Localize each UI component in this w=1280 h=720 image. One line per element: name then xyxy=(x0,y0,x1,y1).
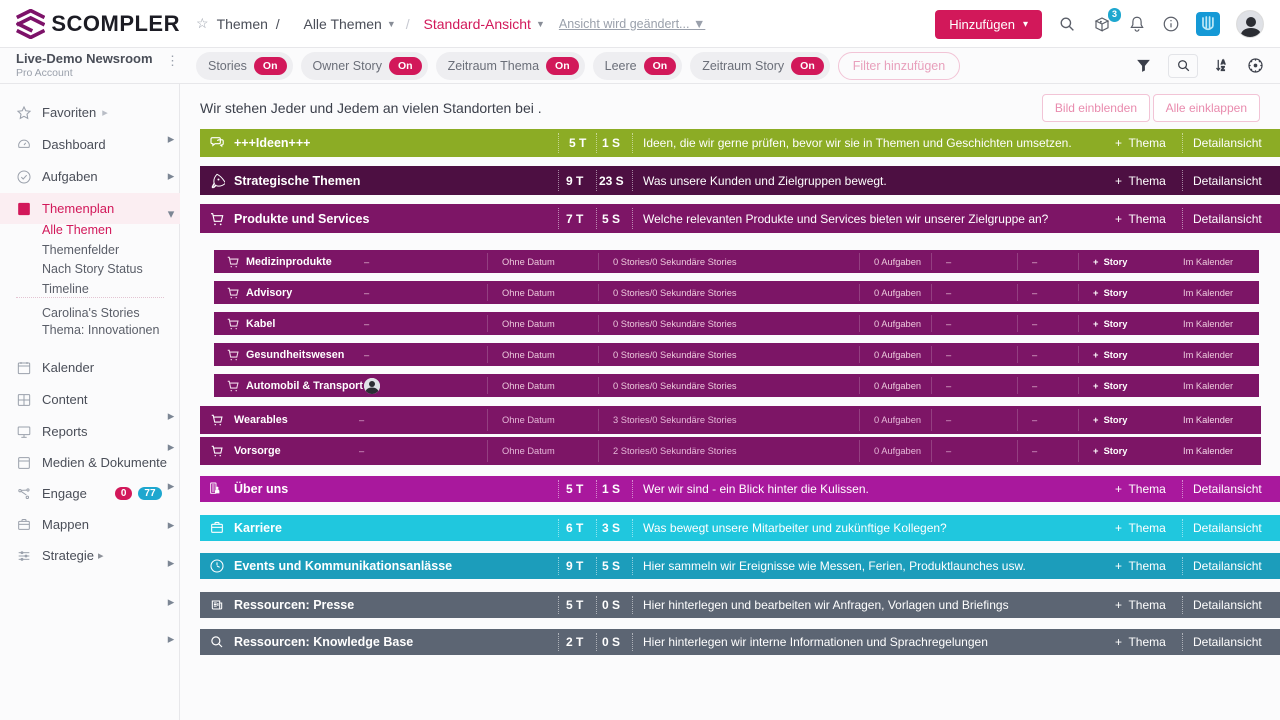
svg-text:A: A xyxy=(1221,60,1225,66)
svg-text:Z: Z xyxy=(1221,66,1225,72)
